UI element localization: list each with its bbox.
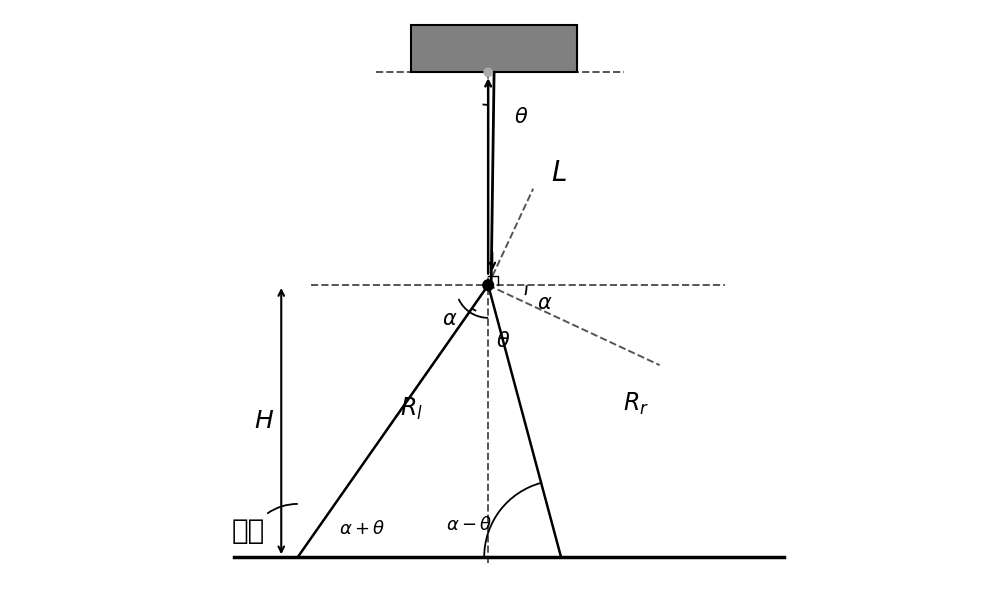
Text: $\alpha-\theta$: $\alpha-\theta$ (446, 516, 493, 533)
Text: $R_l$: $R_l$ (400, 396, 423, 422)
Circle shape (484, 68, 492, 77)
Text: $R_r$: $R_r$ (623, 390, 649, 416)
Text: $\alpha+\theta$: $\alpha+\theta$ (339, 520, 386, 538)
Text: 地面: 地面 (232, 517, 265, 545)
Text: $\alpha$: $\alpha$ (442, 309, 457, 330)
Text: $\theta$: $\theta$ (496, 331, 511, 351)
Bar (411, 25, 577, 72)
Text: $\theta$: $\theta$ (514, 107, 528, 127)
Text: $\alpha$: $\alpha$ (537, 293, 552, 313)
Circle shape (483, 280, 493, 290)
Text: L: L (551, 159, 567, 187)
Text: H: H (254, 409, 273, 433)
